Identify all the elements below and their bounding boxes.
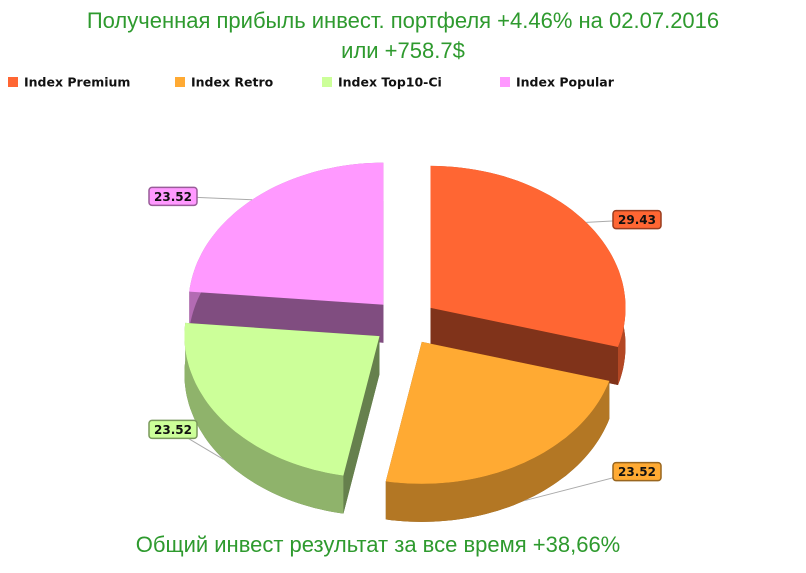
- slice-side: [430, 307, 618, 385]
- slice-wall: [184, 322, 344, 514]
- label-box: [148, 419, 198, 440]
- label-box: [148, 186, 198, 207]
- legend-swatch: [322, 77, 332, 87]
- legend-label: Index Popular: [516, 75, 615, 90]
- label-box: [612, 461, 662, 482]
- slice-wall: [385, 380, 610, 522]
- legend-label: Index Retro: [191, 75, 274, 90]
- legend-label: Index Top10-Ci: [338, 75, 442, 90]
- chart-subtitle: или +758.7$: [341, 38, 465, 63]
- chart-footer: Общий инвест результат за все время +38,…: [136, 532, 621, 557]
- legend-label: Index Premium: [24, 75, 130, 90]
- legend-swatch: [500, 77, 510, 87]
- data-label: 29.43: [618, 213, 656, 227]
- chart-title: Полученная прибыль инвест. портфеля +4.4…: [87, 8, 719, 33]
- slice: [189, 162, 384, 305]
- data-label: 23.52: [154, 423, 192, 437]
- slice-side: [343, 336, 380, 514]
- slice: [385, 341, 610, 484]
- slice: [430, 165, 626, 347]
- legend-swatch: [8, 77, 18, 87]
- slice: [184, 322, 380, 476]
- legend-swatch: [175, 77, 185, 87]
- data-label: 23.52: [618, 465, 656, 479]
- label-box: [612, 209, 662, 230]
- data-label: 23.52: [154, 190, 192, 204]
